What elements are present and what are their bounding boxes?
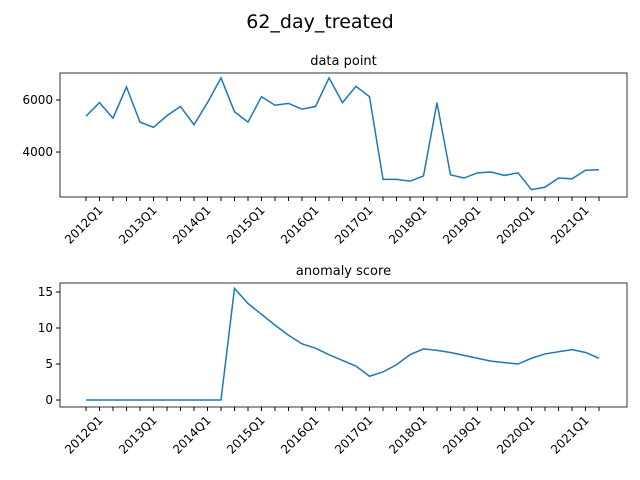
data-line [85, 76, 600, 191]
y-tick-label: 15 [38, 285, 53, 299]
y-tick-label: 10 [38, 321, 53, 335]
y-tick-label: 5 [45, 357, 53, 371]
subplot-title: anomaly score [296, 264, 391, 279]
subplot-title: data point [310, 54, 377, 69]
y-tick-label: 6000 [22, 93, 53, 107]
axes-frame [59, 72, 628, 198]
data-line [86, 286, 600, 401]
axes-frame [59, 282, 628, 408]
y-tick-label: 0 [45, 393, 53, 407]
figure-title: 62_day_treated [246, 11, 394, 33]
y-tick-label: 4000 [22, 145, 53, 159]
